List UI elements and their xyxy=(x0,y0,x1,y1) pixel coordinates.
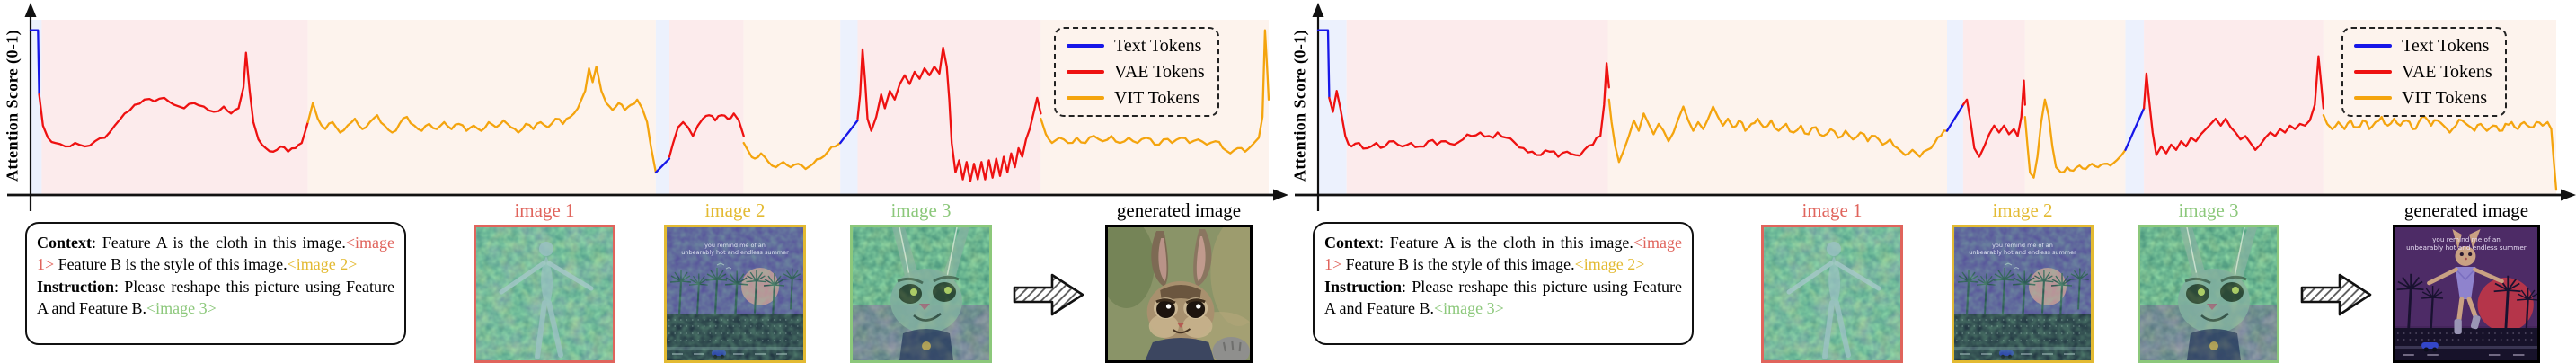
context-text: Feature B is the style of this image. xyxy=(54,255,288,274)
context-keyword: Instruction xyxy=(37,277,115,296)
generated-image-caption: generated image xyxy=(2403,199,2529,221)
legend-label-vit-tokens: VIT Tokens xyxy=(1114,88,1200,108)
meme-caption-line2: unbearably hot and endless summer xyxy=(1969,249,2076,256)
generated-image-frame xyxy=(1097,217,1269,363)
generated-rabbit-photo xyxy=(1097,217,1269,363)
image-1-frame xyxy=(474,225,615,363)
vae-tokens-line-swatch xyxy=(1067,70,1104,74)
image-tag: <image 1> xyxy=(37,234,394,274)
legend-item-vae-tokens: VAE Tokens xyxy=(2354,62,2496,82)
context-text: : Feature A is the cloth in this image. xyxy=(92,234,346,252)
text-tokens-line-swatch xyxy=(2354,44,2392,48)
image-1-caption: image 1 xyxy=(514,199,575,221)
legend-item-vit-tokens: VIT Tokens xyxy=(2354,88,2496,108)
chart-legend: Text Tokens VAE Tokens VIT Tokens xyxy=(1054,27,1219,117)
image-tag: <image 2> xyxy=(1574,255,1645,274)
right-example-panel: Attention Score (0-1) Text Tokens VAE To… xyxy=(1288,0,2576,363)
legend-label-vae-tokens: VAE Tokens xyxy=(1114,62,1205,82)
image-1-caption: image 1 xyxy=(1801,199,1863,221)
generation-arrow-icon xyxy=(1012,267,1085,327)
legend-label-text-tokens: Text Tokens xyxy=(2402,36,2490,56)
y-axis-label: Attention Score (0-1) xyxy=(1290,29,1309,182)
right-example-row: Context: Feature A is the cloth in this … xyxy=(1288,199,2576,363)
context-instruction-box: Context: Feature A is the cloth in this … xyxy=(1313,222,1694,345)
generated-image-caption: generated image xyxy=(1116,199,1242,221)
image-1-thumbnail: image 1 xyxy=(474,199,615,363)
generation-arrow-icon xyxy=(2299,267,2373,327)
generated-image-thumbnail: generated image you remind me of an unbe… xyxy=(2393,199,2540,363)
text-tokens-line-swatch xyxy=(1067,44,1104,48)
meme-caption-line1: you remind me of an xyxy=(1992,242,2053,249)
vaporwave-heatmap-image: you remind me of an unbearably hot and e… xyxy=(1954,227,2091,360)
rabbit-heatmap-image xyxy=(2140,227,2277,360)
meme-caption-line2: unbearably hot and endless summer xyxy=(681,249,789,256)
vit-tokens-line-swatch xyxy=(1067,96,1104,100)
context-keyword: Instruction xyxy=(1324,277,1403,296)
generated-image-frame: you remind me of an unbearably hot and e… xyxy=(2393,225,2540,363)
vaporwave-heatmap-image: you remind me of an unbearably hot and e… xyxy=(667,227,803,360)
meme-caption-line1: you remind me of an xyxy=(2432,235,2501,243)
legend-item-vit-tokens: VIT Tokens xyxy=(1067,88,1208,108)
image-2-caption: image 2 xyxy=(1992,199,2053,221)
image-tag: <image 3> xyxy=(146,299,217,318)
right-attention-plot: Attention Score (0-1) Text Tokens VAE To… xyxy=(1288,0,2576,211)
image-1-thumbnail: image 1 xyxy=(1761,199,1903,363)
chart-legend: Text Tokens VAE Tokens VIT Tokens xyxy=(2341,27,2507,117)
generated-vaporwave-rabbit-image: you remind me of an unbearably hot and e… xyxy=(2395,227,2537,360)
image-1-frame xyxy=(1761,225,1903,363)
y-axis-label: Attention Score (0-1) xyxy=(3,29,22,182)
legend-item-vae-tokens: VAE Tokens xyxy=(1067,62,1208,82)
image-2-frame: you remind me of an unbearably hot and e… xyxy=(1952,225,2094,363)
image-2-thumbnail: image 2 you remind me of an unbearably h… xyxy=(664,199,806,363)
rabbit-heatmap-image xyxy=(853,227,989,360)
image-tag: <image 1> xyxy=(1324,234,1682,274)
context-text: : Please reshape this picture using Feat… xyxy=(1324,277,1682,318)
meme-caption-line2: unbearably hot and endless summer xyxy=(2406,243,2527,252)
dancer-heatmap-image xyxy=(476,227,613,360)
image-3-caption: image 3 xyxy=(890,199,952,221)
image-2-thumbnail: image 2 you remind me of an unbearably h… xyxy=(1952,199,2094,363)
image-3-thumbnail: image 3 xyxy=(2138,199,2279,363)
legend-label-text-tokens: Text Tokens xyxy=(1114,36,1202,56)
generated-image-thumbnail: generated image xyxy=(1097,199,1269,363)
context-keyword: Context xyxy=(37,234,92,252)
legend-item-text-tokens: Text Tokens xyxy=(2354,36,2496,56)
dancer-heatmap-image xyxy=(1764,227,1900,360)
image-2-frame: you remind me of an unbearably hot and e… xyxy=(664,225,806,363)
legend-label-vit-tokens: VIT Tokens xyxy=(2402,88,2488,108)
left-attention-plot: Attention Score (0-1) Text Tokens VAE To… xyxy=(0,0,1288,211)
context-instruction-box: Context: Feature A is the cloth in this … xyxy=(25,222,406,345)
image-2-caption: image 2 xyxy=(704,199,766,221)
left-example-panel: Attention Score (0-1) Text Tokens VAE To… xyxy=(0,0,1288,363)
attention-line-chart xyxy=(7,3,1288,211)
context-keyword: Context xyxy=(1324,234,1379,252)
attention-line-chart xyxy=(1295,3,2576,211)
image-tag: <image 3> xyxy=(1433,299,1504,318)
image-3-frame xyxy=(2138,225,2279,363)
legend-item-text-tokens: Text Tokens xyxy=(1067,36,1208,56)
image-3-caption: image 3 xyxy=(2178,199,2239,221)
context-text: : Feature A is the cloth in this image. xyxy=(1379,234,1633,252)
image-3-thumbnail: image 3 xyxy=(850,199,992,363)
meme-caption-line1: you remind me of an xyxy=(704,242,766,249)
image-tag: <image 2> xyxy=(287,255,358,274)
legend-label-vae-tokens: VAE Tokens xyxy=(2402,62,2492,82)
image-3-frame xyxy=(850,225,992,363)
vae-tokens-line-swatch xyxy=(2354,70,2392,74)
left-example-row: Context: Feature A is the cloth in this … xyxy=(0,199,1288,363)
context-text: Feature B is the style of this image. xyxy=(1341,255,1575,274)
context-text: : Please reshape this picture using Feat… xyxy=(37,277,394,318)
vit-tokens-line-swatch xyxy=(2354,96,2392,100)
